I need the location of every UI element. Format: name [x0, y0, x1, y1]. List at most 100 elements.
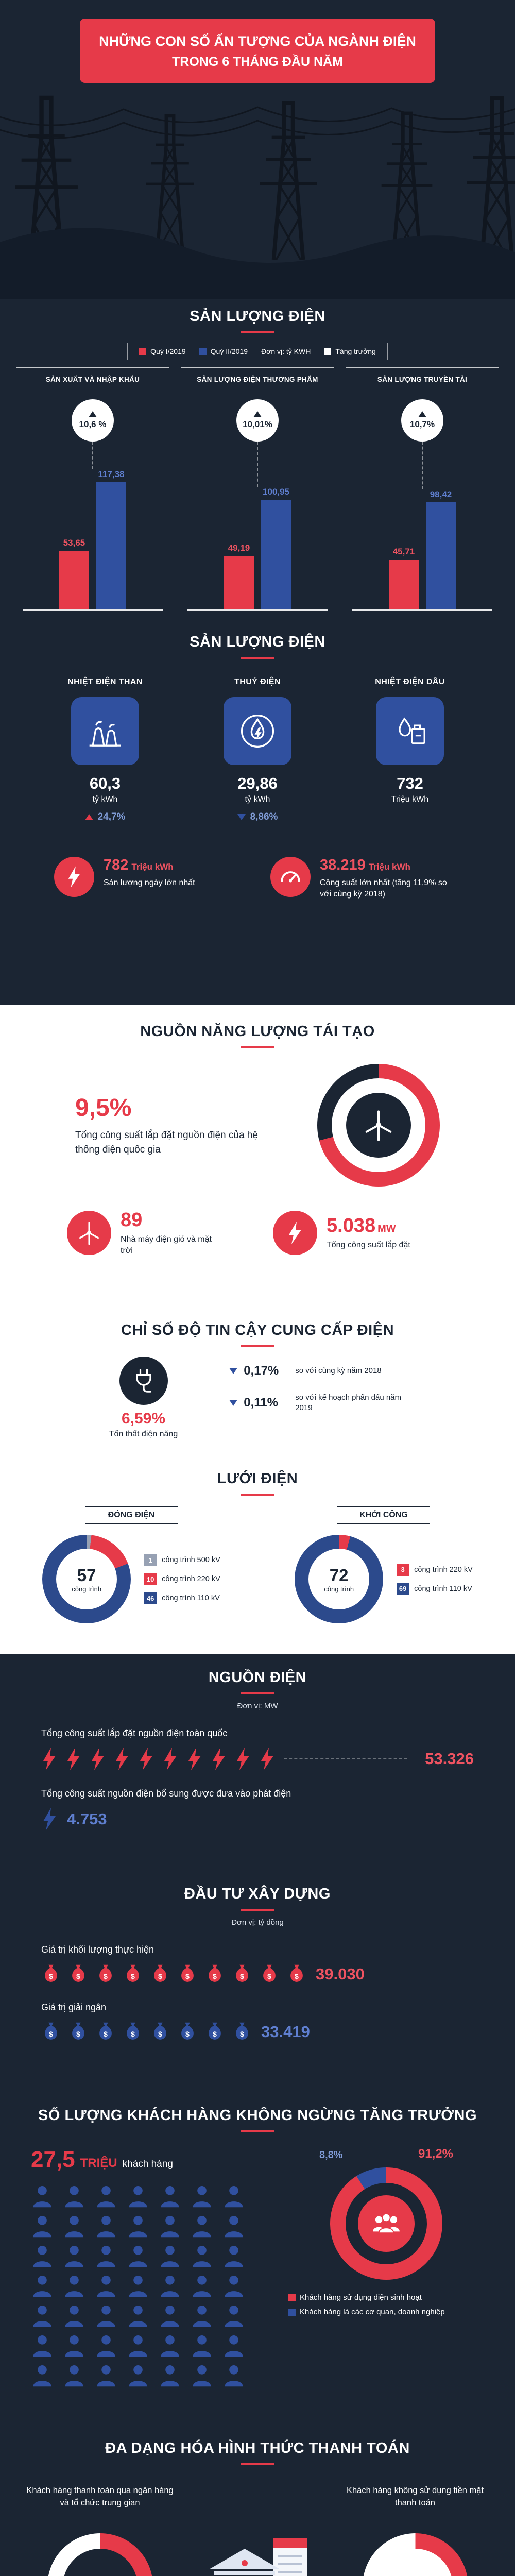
chart-legend: Quý I/2019 Quý II/2019 Đơn vị: tỷ KWH Tă…: [127, 343, 388, 360]
chart-zone: 49,19 100,95: [178, 442, 337, 611]
bar-chart: SẢN XUẤT VÀ NHẬP KHẨU 10,6 % 53,65 117,3…: [0, 367, 515, 611]
bar-q1-value: 45,71: [392, 547, 415, 556]
lightning-icon: [140, 1748, 152, 1770]
comparison-list: 0,17% so với cùng kỳ năm 2018 0,11% so v…: [229, 1364, 406, 1413]
stat-unit: Triệu kWh: [131, 862, 174, 872]
power-pylon-icon: [382, 113, 433, 253]
donut-total-unit: công trình: [324, 1585, 354, 1593]
legend-q2-label: Quý II/2019: [210, 347, 248, 355]
svg-text:$: $: [131, 2030, 135, 2039]
money-bag-icon: $: [45, 1964, 57, 1982]
section-production-heading: SẢN LƯỢNG ĐIỆN: [190, 308, 325, 325]
person-icon: [193, 2246, 211, 2267]
person-icon: [97, 2276, 115, 2297]
payment-bank-label: Khách hàng thanh toán qua ngân hàng và t…: [26, 2486, 174, 2507]
card-unit: tỷ kWh: [245, 795, 270, 804]
person-icon: [129, 2246, 147, 2267]
svg-text:$: $: [185, 2030, 190, 2039]
svg-text:$: $: [131, 1973, 135, 1981]
svg-text:$: $: [213, 2030, 217, 2039]
title-line-1: NHỮNG CON SỐ ẤN TƯỢNG CỦA NGÀNH ĐIỆN: [99, 33, 416, 49]
stat-label: Công suất lớn nhất (tăng 11,9% so với cù…: [320, 878, 447, 899]
card-change-value: 24,7%: [97, 811, 126, 822]
money-bag-icon-row: $ $ $ $ $ $ $: [41, 1963, 306, 1985]
section-payment: ĐA DẠNG HÓA HÌNH THỨC THANH TOÁN Khách h…: [0, 2421, 515, 2576]
money-bag-icon: $: [236, 1964, 248, 1982]
payment-bank-block: Khách hàng thanh toán qua ngân hàng và t…: [23, 2485, 177, 2576]
bar-q2: 100,95: [261, 487, 291, 609]
person-icon: [129, 2306, 147, 2327]
power-loss-value: 6,59%: [121, 1410, 166, 1427]
person-icon: [33, 2365, 52, 2387]
stat-unit: MW: [377, 1223, 396, 1234]
share-labels: 8,8% 91,2%: [319, 2147, 453, 2161]
growth-badge: 10,7%: [401, 399, 443, 442]
payment-illustration: [196, 2518, 319, 2576]
bank-icon: [209, 2549, 280, 2575]
donut-hole: 72 công trình: [308, 1549, 370, 1609]
svg-text:$: $: [158, 1973, 162, 1981]
payment-cashless-block: Khách hàng không sử dụng tiền mặt thanh …: [338, 2485, 492, 2576]
stat-number: 38.219: [320, 857, 366, 873]
donut-center: [346, 1093, 411, 1158]
customer-share-block: 8,8% 91,2%: [288, 2147, 484, 2388]
person-icon: [33, 2276, 52, 2297]
stat-value: 38.219 Triệu kWh: [320, 857, 451, 874]
lightning-icon: [92, 1748, 104, 1770]
donut-total-unit: công trình: [72, 1585, 102, 1593]
lightning-icon: [68, 866, 80, 888]
count-badge: 69: [397, 1582, 409, 1595]
bar-q2: 98,42: [425, 489, 456, 609]
legend-label: công trình 220 kV: [414, 1565, 473, 1574]
capacity-total-row: 53.326: [41, 1747, 474, 1771]
coal-plant-icon: [89, 721, 121, 747]
payment-cashless-donut-chart: 27,37%: [362, 2533, 468, 2576]
section-production: SẢN LƯỢNG ĐIỆN Quý I/2019 Quý II/2019 Đơ…: [0, 299, 515, 618]
person-icon: [33, 2306, 52, 2327]
gauge-circle: [270, 857, 311, 897]
comparison-plan-2019: 0,11% so với kế hoạch phấn đấu năm 2019: [229, 1393, 406, 1413]
power-pylon-icon: [260, 103, 317, 260]
lightning-icon: [43, 1808, 56, 1831]
person-icon: [33, 2186, 52, 2208]
money-bag-icon: $: [209, 2022, 221, 2040]
growth-value: 10,01%: [243, 419, 272, 429]
investment-volume-label: Giá trị khối lượng thực hiện: [41, 1944, 154, 1955]
person-icon: [97, 2216, 115, 2238]
svg-text:$: $: [76, 1973, 80, 1981]
card-unit: Triệu kWh: [391, 795, 429, 804]
legend-q1-label: Quý I/2019: [150, 347, 186, 355]
person-icon: [129, 2216, 147, 2238]
person-icon: [129, 2186, 147, 2208]
lightning-icon: [164, 1748, 177, 1770]
stat-text: 89 Nhà máy điện gió và mặt trời: [121, 1209, 226, 1256]
money-bag-icon: $: [209, 1964, 221, 1982]
section-sources: SẢN LƯỢNG ĐIỆN NHIỆT ĐIỆN THAN: [0, 618, 515, 1005]
wind-turbine-icon: [365, 1110, 392, 1141]
svg-text:$: $: [104, 1973, 108, 1981]
person-icon: [225, 2335, 243, 2357]
heading-underline: [241, 1046, 274, 1048]
stat-installed-capacity: 5.038 MW Tổng công suất lắp đặt: [273, 1209, 448, 1256]
card-title: NHIỆT ĐIỆN THAN: [67, 677, 143, 686]
person-icon: [65, 2365, 83, 2387]
bar-q1: 45,71: [388, 547, 419, 609]
svg-text:$: $: [213, 1973, 217, 1981]
bar-q1: 53,65: [59, 538, 89, 609]
legend-growth: Tăng trưởng: [324, 347, 376, 355]
svg-text:$: $: [267, 1973, 271, 1981]
lightning-icon-row: [41, 1807, 58, 1831]
lightning-icon: [116, 1748, 128, 1770]
bar-q2-rect: [425, 502, 456, 609]
title-line-2: TRONG 6 THÁNG ĐẦU NĂM: [172, 55, 343, 70]
section-reliability-heading: CHỈ SỐ ĐỘ TIN CẬY CUNG CẤP ĐIỆN: [121, 1322, 394, 1338]
group-legend: 1 công trình 500 kV 10 công trình 220 kV…: [144, 1554, 220, 1604]
renewable-percent: 9,5%: [75, 1094, 132, 1122]
person-icon: [65, 2276, 83, 2297]
lightning-icon: [188, 1748, 201, 1770]
heading-underline: [241, 1345, 274, 1347]
bar-group: 49,19 100,95: [187, 487, 328, 611]
share-residential: 91,2%: [418, 2147, 453, 2161]
group-energized: ĐÓNG ĐIỆN 57 công trình 1 công trình 500…: [23, 1506, 239, 1623]
investment-volume-row: $ $ $ $ $ $ $: [41, 1963, 474, 1985]
